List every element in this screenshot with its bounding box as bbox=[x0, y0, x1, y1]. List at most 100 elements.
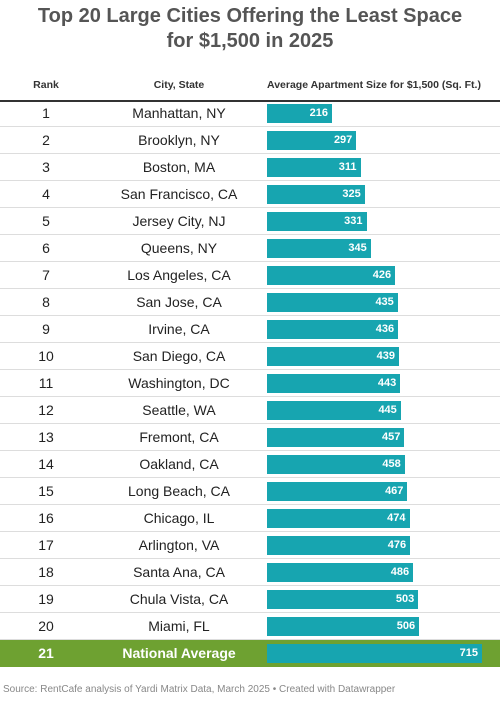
rank-cell: 17 bbox=[38, 537, 54, 553]
table-row: 3 Boston, MA 311 bbox=[0, 154, 500, 181]
bar: 331 bbox=[267, 212, 367, 231]
city-cell: Chula Vista, CA bbox=[129, 591, 229, 607]
rank-cell: 15 bbox=[38, 483, 54, 499]
rank-cell: 4 bbox=[42, 186, 50, 202]
bar: 435 bbox=[267, 293, 398, 312]
rank-cell: 11 bbox=[38, 375, 54, 391]
bar: 474 bbox=[267, 509, 410, 528]
rank-cell: 5 bbox=[42, 213, 50, 229]
bar-value-label: 443 bbox=[377, 377, 397, 389]
bar: 439 bbox=[267, 347, 399, 366]
city-cell: Washington, DC bbox=[128, 375, 230, 391]
chart-title: Top 20 Large Cities Offering the Least S… bbox=[0, 4, 500, 54]
table-row: 6 Queens, NY 345 bbox=[0, 235, 500, 262]
rank-cell: 8 bbox=[42, 294, 50, 310]
table-row: 2 Brooklyn, NY 297 bbox=[0, 127, 500, 154]
bar-value-label: 458 bbox=[382, 458, 401, 470]
bar: 436 bbox=[267, 320, 399, 339]
city-cell: Long Beach, CA bbox=[128, 483, 230, 499]
table-row: 14 Oakland, CA 458 bbox=[0, 451, 500, 478]
bar-value-label: 325 bbox=[342, 188, 361, 200]
table-row: 18 Santa Ana, CA 486 bbox=[0, 559, 500, 586]
city-cell: Jersey City, NJ bbox=[132, 213, 226, 229]
bar-value-label: 506 bbox=[396, 620, 416, 632]
city-cell: Miami, FL bbox=[148, 618, 210, 634]
bar-value-label: 345 bbox=[348, 242, 367, 254]
bar: 506 bbox=[267, 617, 420, 636]
bar: 426 bbox=[267, 266, 396, 285]
table-row: 5 Jersey City, NJ 331 bbox=[0, 208, 500, 235]
rank-cell: 18 bbox=[38, 564, 54, 580]
city-cell: Santa Ana, CA bbox=[133, 564, 225, 580]
rank-cell: 9 bbox=[42, 321, 50, 337]
city-cell: Queens, NY bbox=[140, 240, 218, 256]
header-city: City, State bbox=[153, 79, 205, 91]
header-size: Average Apartment Size for $1,500 (Sq. F… bbox=[267, 79, 481, 91]
bar: 715 bbox=[267, 644, 482, 663]
bar: 311 bbox=[267, 158, 361, 177]
bar: 486 bbox=[267, 563, 414, 582]
city-cell: National Average bbox=[122, 645, 236, 661]
title-line-2: for $1,500 in 2025 bbox=[166, 30, 334, 52]
bar: 458 bbox=[267, 455, 405, 474]
bar: 457 bbox=[267, 428, 405, 447]
bar: 443 bbox=[267, 374, 401, 393]
table-row: 4 San Francisco, CA 325 bbox=[0, 181, 500, 208]
bar-value-label: 467 bbox=[385, 485, 404, 497]
rank-cell: 14 bbox=[38, 456, 54, 472]
bar-value-label: 476 bbox=[387, 539, 407, 551]
table-row: 13 Fremont, CA 457 bbox=[0, 424, 500, 451]
bar-value-label: 474 bbox=[387, 512, 406, 524]
rank-cell: 1 bbox=[42, 105, 50, 121]
city-cell: Arlington, VA bbox=[138, 537, 220, 553]
bar: 325 bbox=[267, 185, 365, 204]
table-row: 17 Arlington, VA 476 bbox=[0, 532, 500, 559]
rank-cell: 16 bbox=[38, 510, 54, 526]
bar-value-label: 439 bbox=[376, 350, 395, 362]
bar: 297 bbox=[267, 131, 357, 150]
city-cell: San Jose, CA bbox=[136, 294, 222, 310]
city-cell: Los Angeles, CA bbox=[127, 267, 231, 283]
city-cell: San Francisco, CA bbox=[120, 186, 238, 202]
rank-cell: 19 bbox=[38, 591, 54, 607]
table-row: 20 Miami, FL 506 bbox=[0, 613, 500, 640]
table-row: 15 Long Beach, CA 467 bbox=[0, 478, 500, 505]
city-cell: Oakland, CA bbox=[139, 456, 219, 472]
bar-value-label: 297 bbox=[333, 134, 353, 146]
rank-cell: 21 bbox=[38, 645, 54, 661]
table-row: 8 San Jose, CA 435 bbox=[0, 289, 500, 316]
table-row: 19 Chula Vista, CA 503 bbox=[0, 586, 500, 613]
bar-value-label: 435 bbox=[375, 296, 394, 308]
rank-cell: 10 bbox=[38, 348, 54, 364]
bar-value-label: 426 bbox=[372, 269, 392, 281]
city-cell: Boston, MA bbox=[142, 159, 216, 175]
rank-cell: 3 bbox=[42, 159, 50, 175]
city-cell: San Diego, CA bbox=[132, 348, 226, 364]
city-cell: Manhattan, NY bbox=[132, 105, 226, 121]
bar: 503 bbox=[267, 590, 419, 609]
city-cell: Fremont, CA bbox=[139, 429, 219, 445]
table-header: Rank City, State Average Apartment Size … bbox=[0, 74, 500, 102]
bar: 445 bbox=[267, 401, 401, 420]
table-row: 16 Chicago, IL 474 bbox=[0, 505, 500, 532]
rank-cell: 7 bbox=[42, 267, 50, 283]
bar-value-label: 436 bbox=[375, 323, 395, 335]
rank-cell: 2 bbox=[42, 132, 50, 148]
table-row: 12 Seattle, WA 445 bbox=[0, 397, 500, 424]
table-row: 10 San Diego, CA 439 bbox=[0, 343, 500, 370]
table-row: 9 Irvine, CA 436 bbox=[0, 316, 500, 343]
bar-value-label: 216 bbox=[309, 107, 328, 119]
title-line-1: Top 20 Large Cities Offering the Least S… bbox=[37, 5, 463, 27]
table-row: 21 National Average 715 bbox=[0, 640, 500, 667]
city-cell: Irvine, CA bbox=[148, 321, 210, 337]
bar-value-label: 486 bbox=[390, 566, 410, 578]
table-row: 7 Los Angeles, CA 426 bbox=[0, 262, 500, 289]
city-cell: Brooklyn, NY bbox=[138, 132, 220, 148]
bar: 467 bbox=[267, 482, 408, 501]
bar-value-label: 503 bbox=[395, 593, 415, 605]
table-row: 1 Manhattan, NY 216 bbox=[0, 100, 500, 127]
bar-value-label: 311 bbox=[338, 161, 357, 173]
city-cell: Chicago, IL bbox=[143, 510, 215, 526]
bar: 345 bbox=[267, 239, 371, 258]
rank-cell: 6 bbox=[42, 240, 50, 256]
